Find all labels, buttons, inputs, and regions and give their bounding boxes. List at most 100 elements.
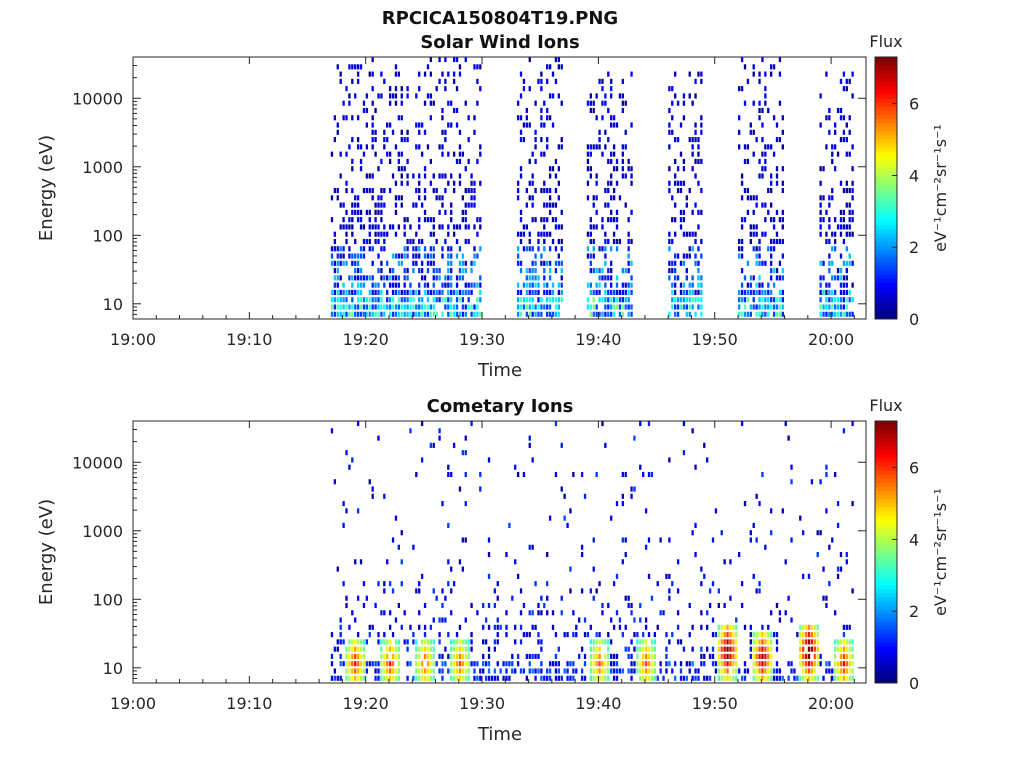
panel1-cell (743, 217, 747, 223)
panel1-cell (674, 202, 677, 208)
panel2-cell (781, 508, 784, 514)
panel1-cell (342, 224, 345, 230)
panel1-cell (391, 129, 395, 135)
panel1-cell (388, 304, 392, 310)
panel2-cell (735, 675, 738, 681)
panel2-cell (519, 588, 523, 594)
panel2-cell (717, 624, 720, 630)
panel1-cell (543, 282, 546, 288)
panel2-cell (548, 675, 552, 681)
panel1-colorbar-frame (874, 56, 898, 320)
panel1-cell (610, 122, 613, 128)
panel2-cell (633, 661, 636, 667)
panel1-cell (592, 144, 595, 150)
panel1-cell (679, 180, 683, 186)
panel1-cell (560, 238, 563, 245)
panel1-cell (412, 260, 415, 266)
panel2-cell (516, 471, 520, 478)
panel2-cell (615, 661, 619, 667)
panel1-x-axis: 19:00 19:10 19:20 19:30 19:40 19:50 20:00 (110, 57, 855, 349)
panel1-cell (356, 304, 360, 310)
panel1-cell (694, 289, 697, 295)
panel2-cell (388, 646, 392, 652)
panel2-cell (601, 668, 604, 674)
panel2-xtick-label: 19:40 (575, 694, 621, 713)
panel2-cell (804, 639, 808, 645)
panel1-cell (740, 282, 744, 288)
panel1-cell (700, 297, 703, 303)
panel2-cell (336, 566, 339, 572)
panel2-cell (548, 668, 552, 674)
panel1-cell (380, 289, 383, 295)
panel2-cell (671, 632, 674, 638)
panel2-cell (743, 675, 747, 681)
panel1-cell (423, 129, 427, 135)
panel2-cell (650, 471, 654, 478)
panel1-cell (458, 246, 462, 252)
panel1-cell (551, 202, 555, 208)
panel1-cell (374, 107, 377, 114)
panel2-cell (516, 653, 520, 659)
panel1-cell (755, 311, 758, 317)
panel1-cell (831, 311, 834, 317)
panel1-colorbar-step (875, 306, 897, 312)
panel1-cell (426, 253, 430, 259)
panel1-cell (697, 180, 700, 186)
panel2-cell (851, 501, 854, 507)
panel1-cell (452, 78, 456, 84)
panel2-cell (708, 653, 712, 659)
panel1-cell (764, 144, 767, 150)
panel1-cell (778, 57, 782, 63)
panel2-cell (644, 661, 648, 667)
panel2-cell (822, 566, 825, 572)
panel2-cell (418, 624, 421, 630)
panel1-cell (356, 275, 360, 281)
panel1-cell (537, 78, 540, 84)
panel1-cell (377, 253, 380, 259)
panel1-cell (516, 195, 520, 201)
panel1-cell (612, 289, 616, 295)
panel1-cell (749, 304, 752, 310)
panel1-cell (391, 224, 395, 230)
panel1-cell (828, 311, 831, 317)
panel2-cell (851, 661, 854, 667)
panel1-cell (688, 289, 691, 295)
panel1-cell (543, 100, 546, 106)
panel1-cell (761, 289, 764, 295)
panel2-colorbar-unit: eV⁻¹cm⁻²sr⁻¹s⁻¹ (931, 488, 950, 616)
panel1-cell (775, 304, 779, 310)
panel1-cell (595, 282, 598, 288)
panel1-cell (359, 275, 363, 281)
panel2-cell (406, 675, 409, 681)
panel1-cell (339, 224, 342, 230)
panel2-cell (775, 668, 779, 674)
panel2-cell (703, 653, 706, 659)
panel2-cell (636, 632, 639, 638)
panel1-cell (351, 253, 354, 259)
panel2-cell (429, 639, 433, 645)
panel1-cell (403, 282, 406, 288)
panel1-xtick-label: 19:10 (226, 330, 272, 349)
panel2-cell (493, 588, 497, 594)
panel1-cell (752, 151, 755, 157)
panel1-cell (432, 231, 435, 237)
panel1-cell (604, 275, 607, 281)
panel2-cell (720, 530, 723, 536)
panel1-cell (851, 260, 854, 266)
panel2-cell (580, 668, 584, 674)
panel1-cell (627, 217, 630, 223)
panel1-cell (761, 304, 764, 310)
panel1-cell (371, 260, 374, 266)
panel2-cell (828, 661, 831, 667)
panel2-cell (825, 508, 828, 514)
panel1-cell (691, 209, 694, 215)
panel1-cell (432, 268, 435, 274)
panel2-cell (438, 668, 441, 674)
panel2-cell (755, 537, 758, 543)
panel1-cell (415, 304, 418, 310)
panel1-cell (674, 71, 677, 77)
panel2-cell (828, 581, 831, 587)
panel2-colorbar-step (875, 527, 897, 533)
panel1-cell (621, 78, 624, 84)
panel2-cell (487, 537, 491, 543)
